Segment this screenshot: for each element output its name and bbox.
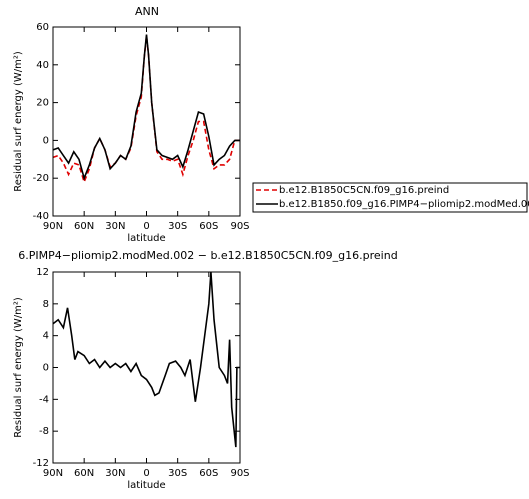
x-tick-label: 60N <box>74 468 94 479</box>
data-line <box>52 36 240 185</box>
y-tick-label: -20 <box>33 173 49 184</box>
x-tick-label: 60N <box>74 221 94 232</box>
y-tick-label: 8 <box>43 299 49 310</box>
x-tick-label: 30S <box>168 468 187 479</box>
x-tick-label: 30N <box>105 221 125 232</box>
legend-label: b.e12.B1850.f09_g16.PIMP4−pliomip2.modMe… <box>279 199 529 210</box>
x-axis-label: latitude <box>127 233 165 244</box>
x-tick-label: 30S <box>168 221 187 232</box>
y-tick-label: 0 <box>43 363 49 374</box>
x-tick-label: 0 <box>143 221 149 232</box>
y-axis-label: Residual surf energy (W/m²) <box>13 297 24 438</box>
y-tick-label: -40 <box>33 211 49 222</box>
y-tick-label: -8 <box>39 426 49 437</box>
x-tick-label: 60S <box>199 221 218 232</box>
data-line <box>52 271 240 448</box>
y-tick-label: 12 <box>36 267 49 278</box>
y-tick-label: 40 <box>36 60 49 71</box>
y-tick-label: -12 <box>33 458 49 469</box>
legend-box <box>252 182 528 213</box>
y-tick-label: 60 <box>36 22 49 33</box>
x-tick-label: 90S <box>230 221 249 232</box>
x-tick-label: 90S <box>230 468 249 479</box>
y-tick-label: 4 <box>43 331 49 342</box>
y-tick-label: -4 <box>39 394 49 405</box>
x-tick-label: 90N <box>43 221 63 232</box>
x-tick-label: 0 <box>143 468 149 479</box>
plot-frame <box>52 26 241 217</box>
plot-frame <box>52 271 241 464</box>
legend-label: b.e12.B1850C5CN.f09_g16.preind <box>279 185 449 196</box>
y-axis-label: Residual surf energy (W/m²) <box>13 51 24 192</box>
chart-title: 6.PIMP4−pliomip2.modMed.002 − b.e12.B185… <box>18 249 397 262</box>
data-line <box>52 34 240 181</box>
chart-title: ANN <box>135 5 159 18</box>
x-tick-label: 60S <box>199 468 218 479</box>
x-tick-label: 30N <box>105 468 125 479</box>
y-tick-label: 0 <box>43 135 49 146</box>
x-axis-label: latitude <box>127 480 165 491</box>
x-tick-label: 90N <box>43 468 63 479</box>
y-tick-label: 20 <box>36 98 49 109</box>
